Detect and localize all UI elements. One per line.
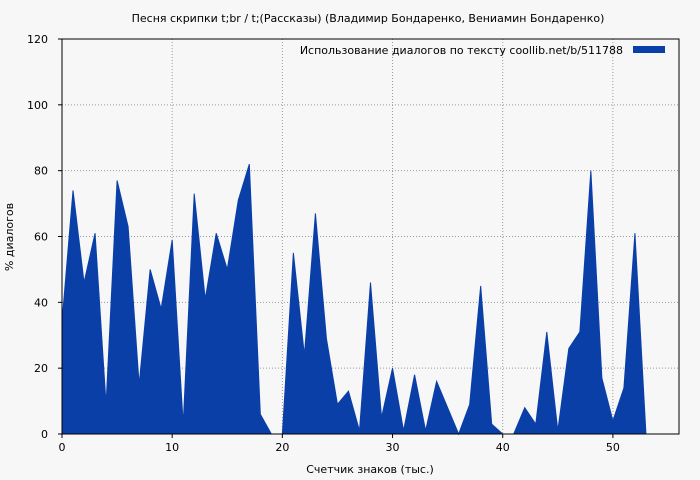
y-tick-label: 0 (41, 428, 48, 441)
plot-axes (58, 38, 680, 438)
y-tick-label: 100 (27, 99, 48, 112)
tick-labels: 0 10 20 30 40 50 0 20 40 60 80 100 120 (27, 33, 620, 454)
legend: Использование диалогов по тексту coollib… (300, 44, 665, 57)
y-axis-label: % диалогов (3, 203, 16, 271)
x-tick-label: 0 (59, 441, 66, 454)
x-tick-label: 20 (275, 441, 289, 454)
series-area (61, 163, 647, 436)
y-tick-label: 20 (34, 362, 48, 375)
y-tick-label: 120 (27, 33, 48, 46)
x-tick-label: 30 (386, 441, 400, 454)
y-tick-label: 40 (34, 296, 48, 309)
legend-label: Использование диалогов по тексту coollib… (300, 44, 623, 57)
y-tick-label: 80 (34, 165, 48, 178)
x-tick-label: 10 (165, 441, 179, 454)
x-tick-label: 40 (496, 441, 510, 454)
x-tick-label: 50 (606, 441, 620, 454)
x-axis-label: Счетчик знаков (тыс.) (306, 463, 434, 476)
series-area-path (61, 163, 647, 436)
y-tick-label: 60 (34, 231, 48, 244)
legend-swatch (633, 46, 665, 53)
chart-title: Песня скрипки t;br / t;(Рассказы) (Влади… (132, 12, 605, 25)
